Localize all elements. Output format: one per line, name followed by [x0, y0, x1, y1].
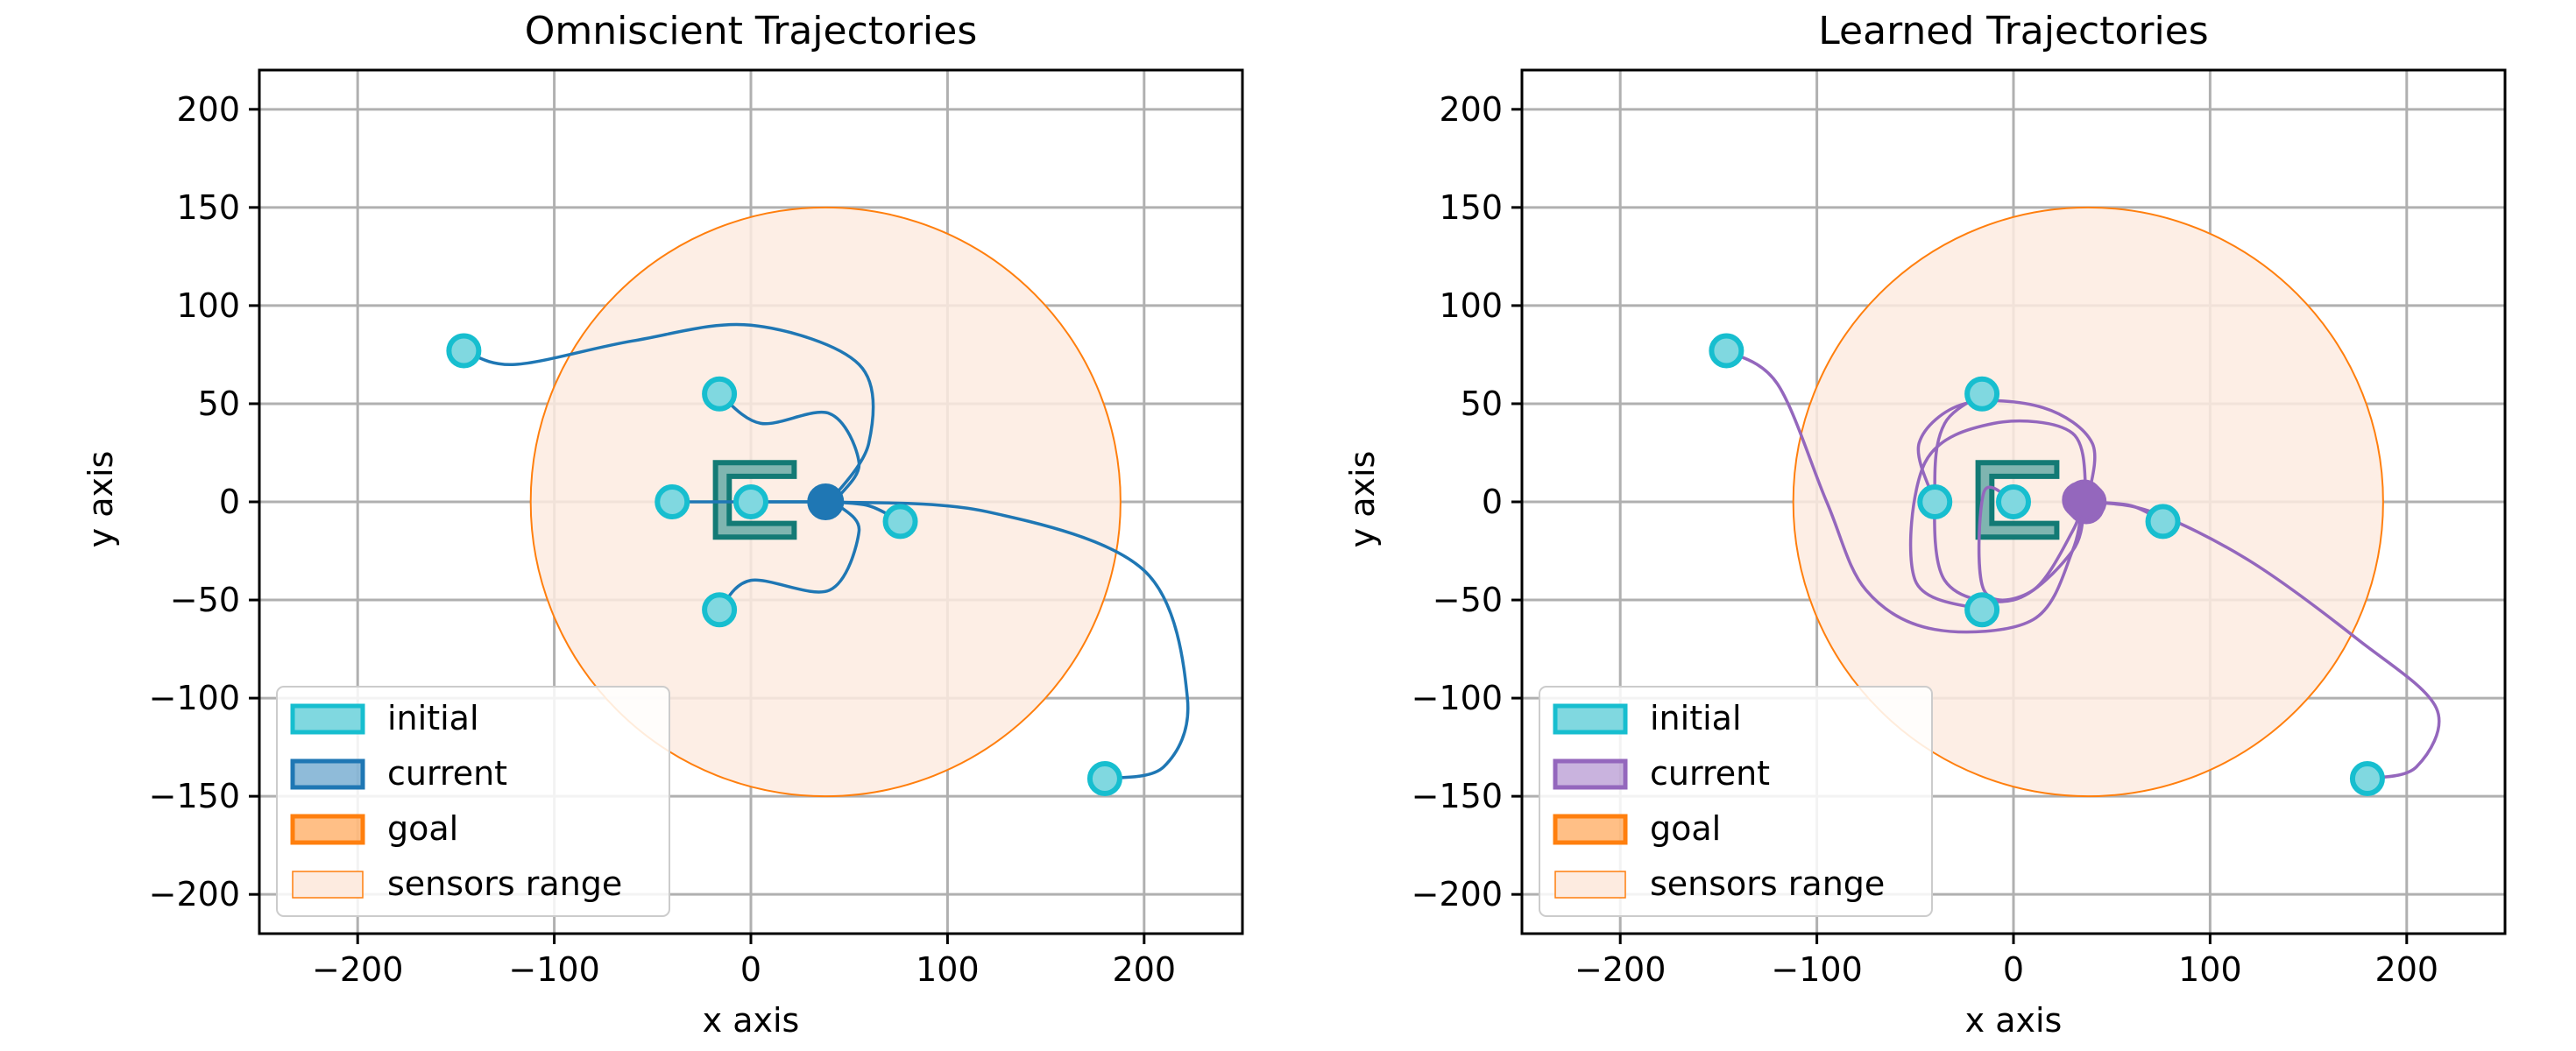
plot-area	[1709, 206, 2441, 798]
initial-position-marker	[2145, 504, 2181, 540]
legend-box	[1539, 686, 1933, 917]
x-tick-label: 100	[916, 950, 980, 989]
legend-label: goal	[1650, 809, 1721, 848]
x-tick-label: 200	[2375, 950, 2439, 989]
y-tick-label: −50	[1433, 581, 1503, 619]
trajectory-line	[829, 500, 1190, 780]
initial-position-marker	[882, 504, 918, 540]
y-tick-label: −200	[149, 875, 240, 913]
x-tick-label: 100	[2178, 950, 2242, 989]
y-tick-label: 0	[219, 483, 240, 521]
x-tick-label: 0	[740, 950, 761, 989]
trajectory-line	[1725, 349, 2084, 634]
initial-position-marker	[1917, 484, 1953, 519]
initial-position-marker	[1964, 376, 2000, 412]
y-tick-label: 150	[1439, 188, 1503, 227]
trajectory-line	[1916, 399, 2097, 503]
y-tick-label: −150	[149, 777, 240, 815]
y-tick-label: 50	[198, 384, 240, 423]
initial-position-marker	[1996, 484, 2031, 519]
initial-position-marker	[2349, 760, 2385, 796]
y-tick-label: −100	[149, 679, 240, 717]
legend-box	[276, 686, 670, 917]
obstacle	[712, 460, 797, 540]
legend-label: current	[387, 754, 507, 793]
legend-swatch	[290, 814, 365, 845]
legend-swatch	[1553, 703, 1628, 735]
initial-position-marker	[702, 376, 738, 412]
legend-swatch	[290, 758, 365, 790]
initial-position-marker	[1086, 760, 1122, 796]
current-position-marker	[807, 483, 845, 520]
y-tick-label: 100	[1439, 286, 1503, 325]
y-tick-label: 0	[1482, 483, 1503, 521]
legend-label: initial	[1650, 699, 1742, 737]
omniscient-trajectories-panel: Omniscient Trajectories x axis y axis −2…	[81, 9, 1244, 1040]
trajectory-line	[463, 322, 875, 504]
legend-label: sensors range	[1650, 864, 1885, 903]
trajectory-line	[1933, 392, 2086, 603]
plot-area	[446, 206, 1190, 798]
initial-position-marker	[702, 592, 738, 628]
x-tick-label: 200	[1113, 950, 1177, 989]
initial-position-marker	[1964, 592, 2000, 628]
current-position-marker	[2068, 481, 2105, 518]
trajectory-line	[718, 504, 861, 611]
legend-swatch	[1553, 814, 1628, 845]
y-tick-label: −200	[1412, 875, 1503, 913]
legend-label: sensors range	[387, 864, 622, 903]
x-tick-label: −100	[1771, 950, 1862, 989]
legend: initial current goal sensors range	[1539, 686, 1933, 917]
y-tick-label: 150	[176, 188, 240, 227]
obstacle	[1975, 460, 2060, 540]
y-tick-label: 100	[176, 286, 240, 325]
legend-label: initial	[387, 699, 479, 737]
legend-swatch	[1554, 871, 1626, 899]
x-axis-label: x axis	[703, 1001, 800, 1040]
trajectory-line	[1908, 419, 2088, 611]
panel-title: Omniscient Trajectories	[525, 9, 978, 53]
initial-position-marker	[446, 333, 482, 369]
initial-position-marker	[655, 484, 690, 519]
legend-label: current	[1650, 754, 1770, 793]
x-axis-label: x axis	[1965, 1001, 2063, 1040]
y-tick-label: −150	[1412, 777, 1503, 815]
legend-swatch	[1553, 758, 1628, 790]
legend-swatch	[292, 871, 364, 899]
trajectory-line	[718, 392, 861, 497]
x-tick-label: 0	[2003, 950, 2024, 989]
y-tick-label: 50	[1461, 384, 1503, 423]
legend-label: goal	[387, 809, 458, 848]
trajectory-line	[1977, 485, 2084, 602]
y-axis-label: y axis	[1343, 451, 1382, 548]
initial-position-marker	[733, 484, 768, 519]
panel-title: Learned Trajectories	[1818, 9, 2208, 53]
y-tick-label: 200	[1439, 90, 1503, 129]
x-tick-label: −200	[1575, 950, 1666, 989]
learned-trajectories-panel: Learned Trajectories x axis y axis −200 −…	[1343, 9, 2507, 1040]
y-tick-label: −50	[170, 581, 240, 619]
x-tick-label: −200	[312, 950, 403, 989]
y-tick-label: 200	[176, 90, 240, 129]
x-tick-label: −100	[508, 950, 599, 989]
y-tick-label: −100	[1412, 679, 1503, 717]
y-axis-label: y axis	[81, 451, 120, 548]
legend-swatch	[290, 703, 365, 735]
initial-position-marker	[1709, 333, 1744, 369]
legend: initial current goal sensors range	[276, 686, 670, 917]
